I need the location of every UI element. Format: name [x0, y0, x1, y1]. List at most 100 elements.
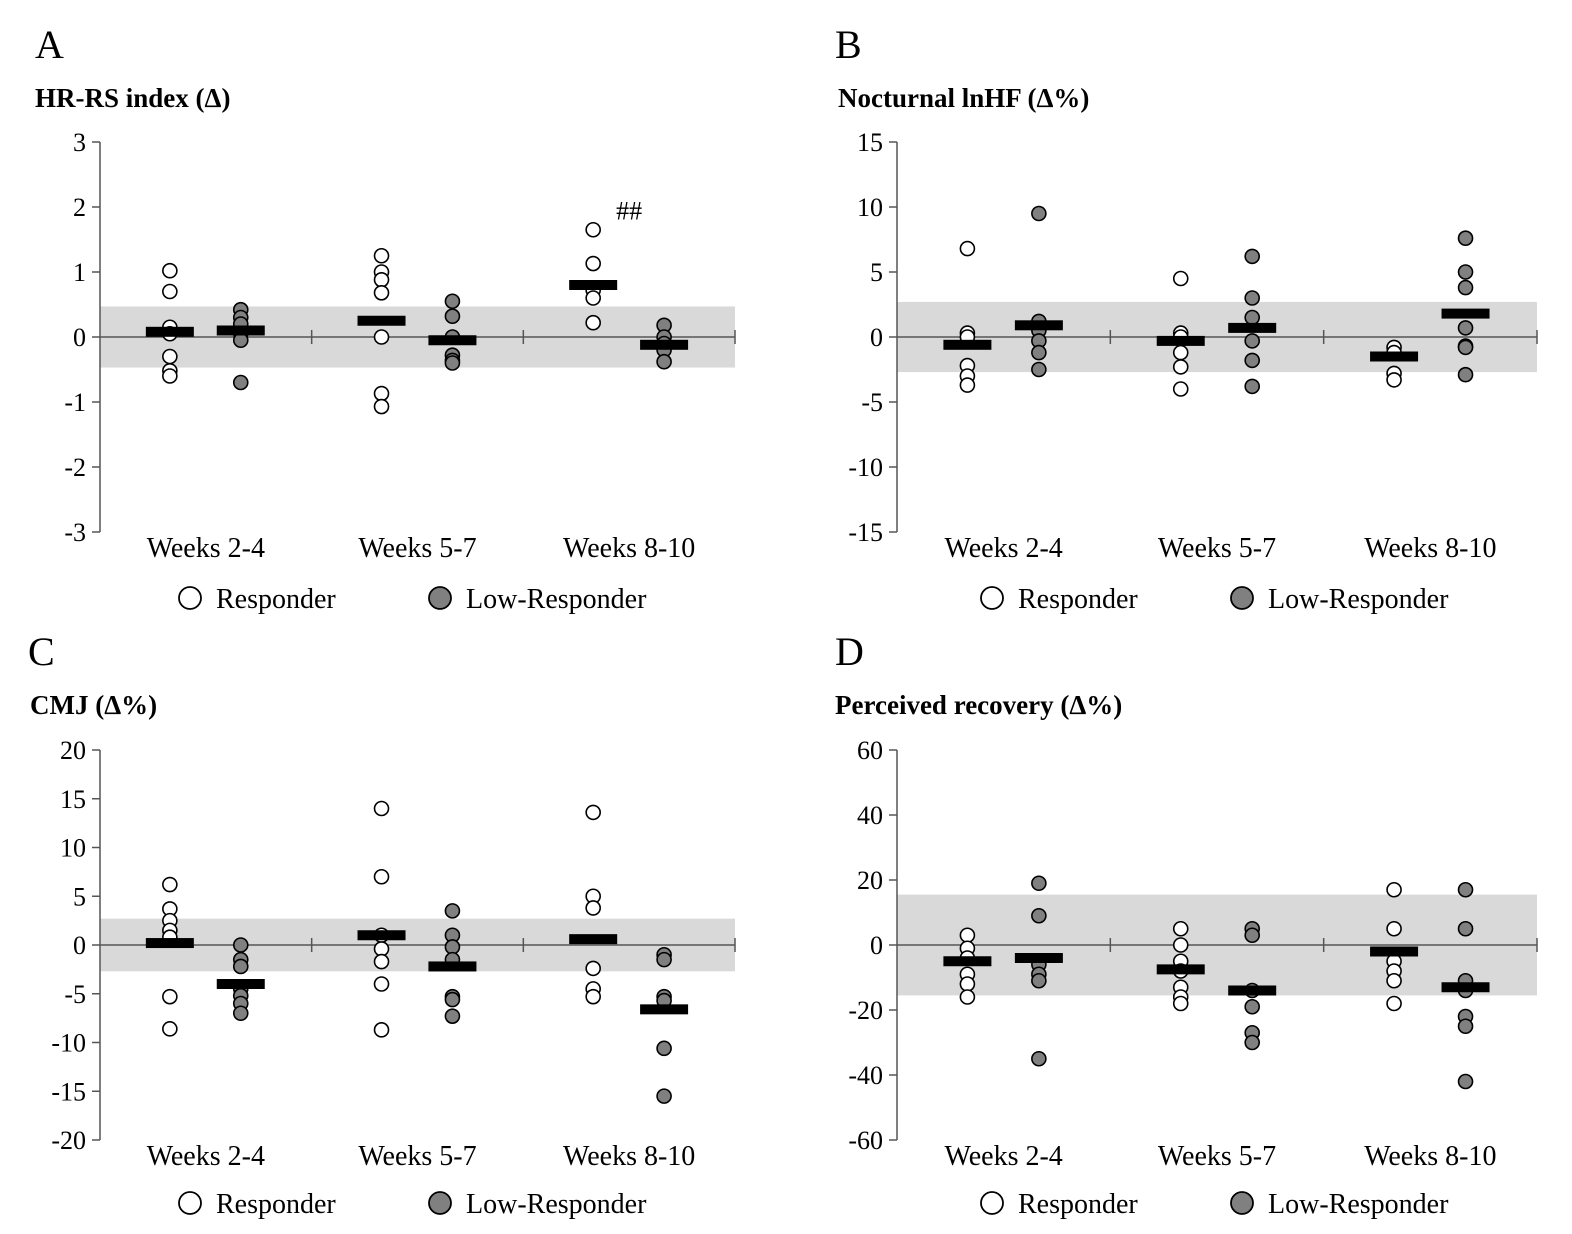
x-category-label: Weeks 2-4	[147, 533, 265, 564]
mean-bar	[1441, 982, 1490, 993]
low-responder-point	[232, 937, 249, 953]
low-responder-point	[1031, 361, 1047, 378]
mean-bar	[1370, 946, 1419, 957]
low-responder-point	[1457, 230, 1474, 246]
responder-point	[373, 976, 390, 992]
legend-low-responder-label: Low-Responder	[466, 1189, 647, 1220]
responder-point	[585, 221, 601, 238]
x-category-label: Weeks 8-10	[563, 1141, 695, 1172]
y-tick-label: 2	[73, 193, 86, 222]
y-tick-label: 5	[870, 258, 883, 287]
responder-point	[959, 976, 976, 992]
y-tick-label: 0	[73, 323, 86, 352]
y-tick-label: 3	[73, 128, 86, 157]
low-responder-point	[1244, 309, 1260, 326]
mean-bar	[1014, 320, 1063, 331]
low-responder-point	[444, 903, 461, 919]
legend-responder-marker	[178, 1191, 202, 1215]
responder-point	[162, 283, 178, 300]
legend-low-responder-marker	[1230, 586, 1254, 610]
mean-bar	[357, 315, 406, 326]
low-responder-point	[1031, 875, 1047, 892]
y-tick-label: -40	[848, 1061, 883, 1090]
low-responder-point	[1244, 1034, 1260, 1051]
mean-bar	[145, 938, 194, 949]
x-category-label: Weeks 5-7	[358, 533, 476, 564]
responder-point	[373, 953, 390, 970]
responder-point	[585, 900, 601, 916]
responder-point	[1386, 881, 1402, 898]
panel-letter: D	[835, 629, 864, 674]
low-responder-point	[1244, 378, 1260, 395]
responder-point	[373, 800, 390, 817]
y-tick-label: 10	[857, 193, 883, 222]
responder-point	[959, 989, 976, 1005]
responder-point	[1386, 372, 1402, 388]
x-category-label: Weeks 8-10	[1364, 1141, 1496, 1172]
mean-bar	[1370, 351, 1419, 362]
x-category-label: Weeks 2-4	[945, 1141, 1063, 1172]
responder-point	[585, 988, 601, 1005]
mean-bar	[1156, 335, 1205, 346]
responder-point	[959, 927, 976, 944]
low-responder-point	[656, 353, 672, 370]
mean-bar	[1441, 308, 1490, 319]
y-tick-label: -60	[848, 1126, 883, 1155]
mean-bar	[357, 930, 406, 941]
legend-responder-label: Responder	[1018, 1189, 1138, 1220]
x-category-label: Weeks 8-10	[563, 533, 695, 564]
low-responder-point	[1244, 352, 1260, 369]
responder-point	[162, 262, 178, 279]
legend-responder-marker	[980, 586, 1004, 610]
mean-bar	[943, 956, 992, 967]
legend-responder-marker	[178, 586, 202, 610]
legend-low-responder-marker	[428, 1191, 452, 1215]
panel-a: A HR-RS index (Δ) 3 2 1 0 -1 -2 -3 Weeks 2-4 Weeks…	[35, 22, 736, 615]
responder-point	[585, 255, 601, 272]
legend-responder-label: Responder	[216, 584, 336, 615]
low-responder-point	[1031, 1050, 1047, 1067]
y-tick-label: 5	[73, 882, 86, 911]
responder-point	[1172, 920, 1189, 937]
responder-point	[1172, 995, 1189, 1012]
y-tick-label: 0	[73, 931, 86, 960]
legend-low-responder-label: Low-Responder	[466, 584, 647, 615]
y-tick-label: 1	[73, 258, 86, 287]
legend-low-responder-marker	[1230, 1191, 1254, 1215]
panel-title: CMJ (Δ%)	[30, 690, 157, 720]
responder-point	[373, 329, 390, 345]
responder-point	[162, 1021, 178, 1037]
x-category-label: Weeks 5-7	[358, 1141, 476, 1172]
y-tick-label: 20	[857, 866, 883, 895]
responder-point	[585, 804, 601, 821]
responder-point	[373, 868, 390, 885]
low-responder-point	[1244, 290, 1260, 306]
low-responder-point	[1244, 998, 1260, 1015]
legend-responder-marker	[980, 1191, 1004, 1215]
low-responder-point	[1457, 339, 1474, 356]
low-responder-point	[444, 1008, 461, 1024]
low-responder-point	[1031, 344, 1047, 361]
low-responder-point	[1457, 320, 1474, 336]
responder-point	[373, 247, 390, 264]
low-responder-point	[1457, 1073, 1474, 1090]
responder-point	[585, 290, 601, 306]
mean-bar	[569, 280, 618, 290]
low-responder-point	[1244, 333, 1260, 349]
low-responder-point	[1457, 920, 1474, 937]
responder-point	[162, 368, 178, 384]
low-responder-point	[656, 1088, 672, 1104]
responder-point	[1172, 359, 1189, 375]
responder-point	[1386, 995, 1402, 1012]
y-tick-label: -3	[64, 518, 86, 547]
responder-point	[162, 348, 178, 365]
mean-bar	[640, 1004, 689, 1015]
y-tick-label: -20	[848, 996, 883, 1025]
responder-point	[373, 271, 390, 288]
panel-title: HR-RS index (Δ)	[35, 83, 230, 113]
low-responder-point	[1457, 1018, 1474, 1035]
low-responder-point	[232, 958, 249, 975]
responder-point	[585, 960, 601, 977]
y-tick-label: -2	[64, 453, 86, 482]
